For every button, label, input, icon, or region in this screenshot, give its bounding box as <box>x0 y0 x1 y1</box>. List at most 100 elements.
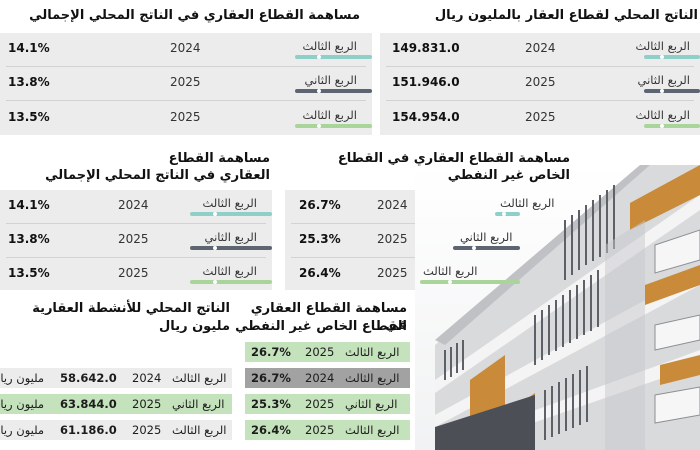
table-right-row-3: 25.3% 2025 الربع الثاني <box>245 394 410 414</box>
quarter-label: الربع الثالث <box>172 423 227 437</box>
table-left-row-2: مليون ريال 63.844.0 2025 الربع الثاني <box>0 394 232 414</box>
unit-label: مليون ريال <box>0 423 45 437</box>
quarter-label: الربع الثالث <box>302 108 358 122</box>
panel-top-left-row-3: الربع الثالث 2025 13.5% <box>0 104 372 129</box>
quarter-label: الربع الثالث <box>635 39 691 53</box>
quarter-label: الربع الثاني <box>172 397 225 411</box>
quarter-label: الربع الثاني <box>345 397 398 411</box>
building-illustration <box>415 165 700 450</box>
row-divider <box>6 66 366 67</box>
year-label: 2024 <box>525 41 556 55</box>
panel-top-right-row-3: الربع الثالث 2025 154.954.0 <box>380 104 700 129</box>
quarter-label: الربع الثالث <box>345 423 400 437</box>
panel-mid-right-row-2: الربع الثاني 2025 25.3% <box>285 226 520 251</box>
value-label: 26.7% <box>251 345 291 359</box>
quarter-label: الربع الثاني <box>204 230 257 244</box>
quarter-label: الربع الثالث <box>345 371 400 385</box>
value-label: 26.4% <box>299 266 341 280</box>
panel-mid-left: الربع الثالث 2024 14.1% الربع الثاني 202… <box>0 190 272 290</box>
year-label: 2025 <box>525 75 556 89</box>
value-label: 61.186.0 <box>60 423 117 437</box>
year-label: 2025 <box>170 75 201 89</box>
quarter-bar <box>644 124 700 128</box>
panel-mid-left-title-2: العقاري في الناتج المحلي الإجمالي <box>45 168 270 183</box>
year-label: 2025 <box>525 110 556 124</box>
panel-mid-right: الربع الثالث 2024 26.7% الربع الثاني 202… <box>285 190 555 290</box>
year-label: 2025 <box>118 232 149 246</box>
quarter-bar <box>190 212 272 216</box>
quarter-bar <box>420 280 520 284</box>
value-label: 154.954.0 <box>392 110 460 124</box>
table-left-title-1: الناتج المحلي للأنشطة العقارية <box>32 301 230 316</box>
year-label: 2025 <box>170 110 201 124</box>
table-right-row-2: 26.7% 2024 الربع الثالث <box>245 368 410 388</box>
value-label: 149.831.0 <box>392 41 460 55</box>
panel-mid-left-title-1: مساهمة القطاع <box>168 151 270 166</box>
panel-mid-left-row-2: الربع الثاني 2025 13.8% <box>0 226 272 251</box>
value-label: 58.642.0 <box>60 371 117 385</box>
value-label: 14.1% <box>8 41 50 55</box>
panel-mid-left-row-3: الربع الثالث 2025 13.5% <box>0 260 272 285</box>
panel-top-right-title: الناتج المحلي لقطاع العقار بالمليون ريال <box>434 8 698 23</box>
quarter-label: الربع الثاني <box>637 73 690 87</box>
value-label: 63.844.0 <box>60 397 117 411</box>
panel-top-left: الربع الثالث 2024 14.1% الربع الثاني 202… <box>0 33 372 135</box>
quarter-label: الربع الثالث <box>423 264 478 278</box>
year-label: 2025 <box>377 266 408 280</box>
quarter-label: الربع الثالث <box>302 39 358 53</box>
year-label: 2024 <box>377 198 408 212</box>
panel-mid-right-row-3: الربع الثالث 2025 26.4% <box>285 260 520 285</box>
year-label: 2025 <box>305 345 335 359</box>
panel-top-right: الربع الثالث 2024 149.831.0 الربع الثاني… <box>380 33 700 135</box>
value-label: 26.4% <box>251 423 291 437</box>
panel-top-left-title: مساهمة القطاع العقاري في الناتج المحلي ا… <box>29 8 360 23</box>
quarter-bar <box>295 55 372 59</box>
panel-mid-right-row-1: الربع الثالث 2024 26.7% <box>285 192 555 217</box>
value-label: 13.8% <box>8 232 50 246</box>
quarter-label: الربع الثالث <box>172 371 227 385</box>
value-label: 151.946.0 <box>392 75 460 89</box>
quarter-label: الربع الثالث <box>500 196 555 210</box>
value-label: 13.5% <box>8 110 50 124</box>
panel-mid-right-bg <box>285 190 415 290</box>
table-right-row-1: 26.7% 2025 الربع الثالث <box>245 342 410 362</box>
quarter-label: الربع الثاني <box>304 73 357 87</box>
building-photo <box>415 165 700 450</box>
quarter-bar <box>495 212 520 216</box>
table-left-row-3: مليون ريال 61.186.0 2025 الربع الثالث <box>0 420 232 440</box>
panel-mid-right-title-1: مساهمة القطاع العقاري في القطاع <box>337 151 570 166</box>
year-label: 2025 <box>118 266 149 280</box>
value-label: 25.3% <box>251 397 291 411</box>
table-left-title-2: مليون ريال <box>159 319 230 334</box>
year-label: 2025 <box>132 397 162 411</box>
panel-mid-left-row-1: الربع الثالث 2024 14.1% <box>0 192 272 217</box>
quarter-label: الربع الثالث <box>202 196 258 210</box>
quarter-bar <box>644 55 700 59</box>
quarter-label: الربع الثاني <box>460 230 513 244</box>
year-label: 2024 <box>118 198 149 212</box>
quarter-bar <box>295 89 372 93</box>
table-right-row-4: 26.4% 2025 الربع الثالث <box>245 420 410 440</box>
value-label: 13.8% <box>8 75 50 89</box>
quarter-label: الربع الثالث <box>202 264 258 278</box>
row-divider <box>6 223 266 224</box>
panel-top-right-row-1: الربع الثالث 2024 149.831.0 <box>380 35 700 60</box>
value-label: 13.5% <box>8 266 50 280</box>
unit-label: مليون ريال <box>0 397 45 411</box>
year-label: 2024 <box>170 41 201 55</box>
panel-mid-right-title-2: الخاص غير النفطي <box>447 168 570 183</box>
panel-top-left-row-1: الربع الثالث 2024 14.1% <box>0 35 372 60</box>
table-right-title-2: القطاع الخاص غير النفطي <box>235 319 407 334</box>
quarter-bar <box>190 280 272 284</box>
quarter-bar <box>644 89 700 93</box>
panel-top-left-row-2: الربع الثاني 2025 13.8% <box>0 69 372 94</box>
row-divider <box>386 100 694 101</box>
value-label: 26.7% <box>251 371 291 385</box>
year-label: 2025 <box>305 423 335 437</box>
quarter-label: الربع الثالث <box>345 345 400 359</box>
quarter-label: الربع الثالث <box>635 108 691 122</box>
year-label: 2025 <box>377 232 408 246</box>
year-label: 2025 <box>305 397 335 411</box>
value-label: 26.7% <box>299 198 341 212</box>
year-label: 2024 <box>305 371 335 385</box>
